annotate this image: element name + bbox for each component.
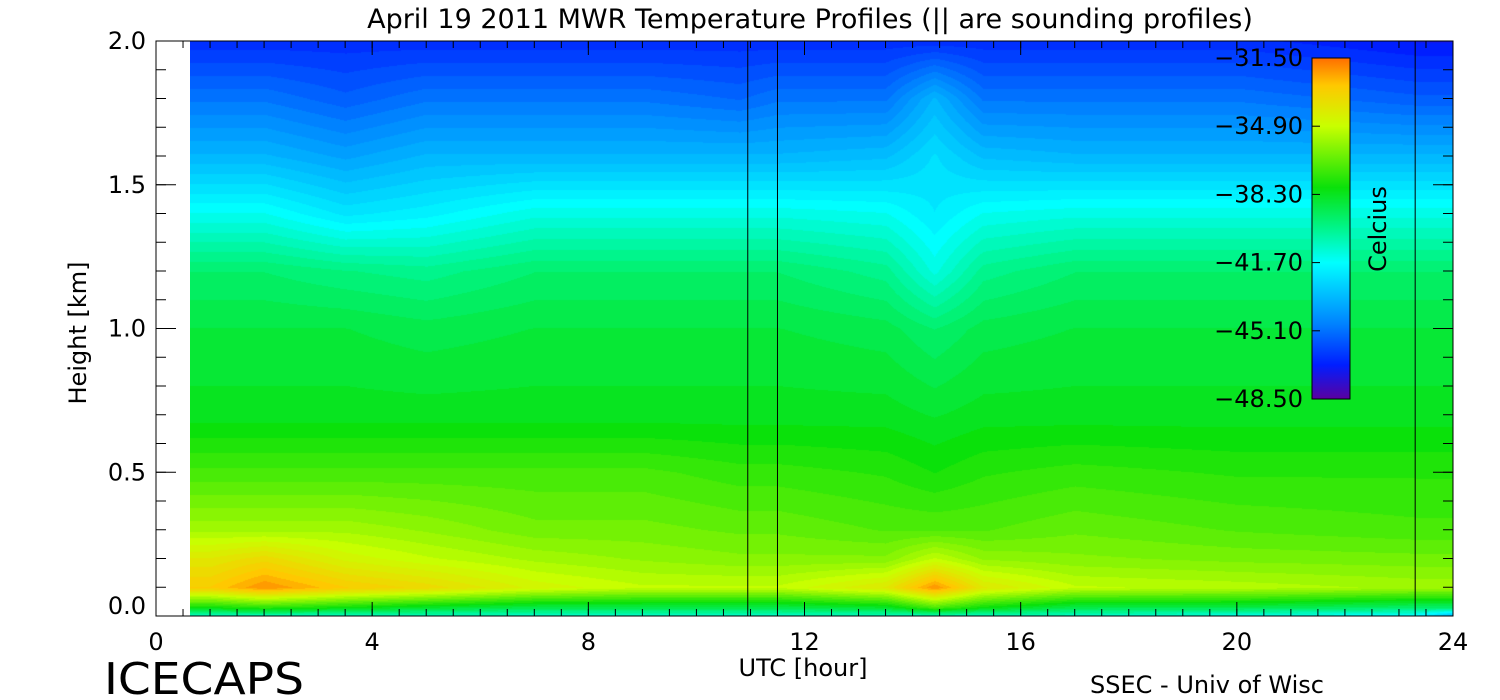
- x-tick-label: 4: [365, 628, 380, 656]
- chart-title: April 19 2011 MWR Temperature Profiles (…: [367, 4, 1253, 35]
- x-tick-label: 12: [789, 628, 820, 656]
- y-tick-label: 2.0: [108, 27, 146, 55]
- y-tick-label: 1.5: [108, 171, 146, 199]
- colorbar-label: Celcius: [1364, 186, 1392, 272]
- colorbar: [1311, 57, 1351, 400]
- colorbar-tick-label: −38.30: [1214, 180, 1303, 208]
- y-tick-label: 0.0: [108, 592, 146, 620]
- colorbar-tick-label: −34.90: [1214, 112, 1303, 140]
- x-tick-label: 0: [148, 628, 163, 656]
- colorbar-tick-label: −41.70: [1214, 249, 1303, 277]
- x-tick-label: 24: [1438, 628, 1469, 656]
- x-tick-label: 8: [581, 628, 596, 656]
- footer-project-name: ICECAPS: [104, 654, 304, 700]
- sounding-profile-markers: [747, 41, 1416, 616]
- x-tick-label: 20: [1222, 628, 1253, 656]
- y-tick-label: 0.5: [108, 458, 146, 486]
- colorbar-tick-labels: −31.50 −34.90 −38.30 −41.70 −45.10 −48.50: [1214, 44, 1320, 413]
- y-axis-ticks: 0.0 0.5 1.0 1.5 2.0: [108, 27, 1453, 620]
- y-tick-label: 1.0: [108, 315, 146, 343]
- colorbar-tick-label: −48.50: [1214, 385, 1303, 413]
- colorbar-tick-label: −45.10: [1214, 317, 1303, 345]
- temperature-heatmap: [190, 41, 1453, 616]
- footer-institution: SSEC - Univ of Wisc: [1090, 671, 1324, 699]
- colorbar-tick-label: −31.50: [1214, 44, 1303, 72]
- x-axis-label: UTC [hour]: [739, 654, 868, 682]
- x-axis-ticks: 0 4 8 12 16 20 24: [148, 41, 1468, 656]
- y-axis-label: Height [km]: [64, 262, 92, 405]
- x-tick-label: 16: [1005, 628, 1036, 656]
